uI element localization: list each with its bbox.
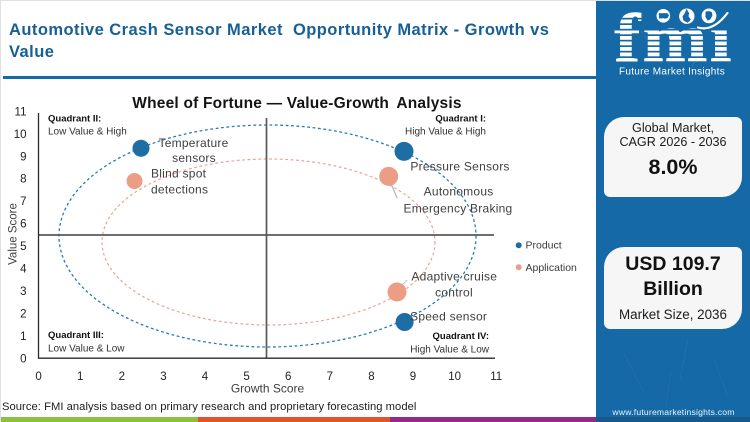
svg-text:Low Value & High: Low Value & High xyxy=(48,127,127,138)
svg-text:2: 2 xyxy=(119,371,125,383)
svg-text:5: 5 xyxy=(20,241,26,253)
svg-text:8: 8 xyxy=(368,371,374,383)
svg-text:High Value & High: High Value & High xyxy=(405,127,486,138)
svg-text:Blind spot: Blind spot xyxy=(151,167,207,181)
svg-text:Application: Application xyxy=(526,262,578,274)
svg-text:1: 1 xyxy=(77,371,83,383)
svg-text:Future Market Insights: Future Market Insights xyxy=(619,67,725,78)
svg-text:9: 9 xyxy=(20,151,26,163)
svg-text:6: 6 xyxy=(285,371,291,383)
svg-text:Value Score: Value Score xyxy=(8,203,20,265)
svg-text:10: 10 xyxy=(14,129,27,141)
svg-text:control: control xyxy=(435,286,473,300)
svg-text:Quadrant I:: Quadrant I: xyxy=(435,114,486,125)
svg-text:11: 11 xyxy=(15,106,27,118)
svg-text:10: 10 xyxy=(448,371,461,383)
svg-text:3: 3 xyxy=(20,286,26,298)
svg-text:0: 0 xyxy=(20,353,26,365)
svg-text:Quadrant IV:: Quadrant IV: xyxy=(433,331,489,342)
svg-text:0: 0 xyxy=(35,371,41,383)
svg-text:Quadrant II:: Quadrant II: xyxy=(48,114,101,125)
svg-text:sensors: sensors xyxy=(172,151,216,165)
svg-text:High Value & Low: High Value & Low xyxy=(410,345,490,356)
svg-text:Pressure Sensors: Pressure Sensors xyxy=(410,160,509,174)
svg-text:Emergency Braking: Emergency Braking xyxy=(404,202,513,216)
svg-text:6: 6 xyxy=(20,219,26,231)
svg-text:5: 5 xyxy=(243,371,249,383)
svg-text:11: 11 xyxy=(490,371,502,383)
svg-text:Product: Product xyxy=(526,240,562,252)
svg-text:4: 4 xyxy=(20,264,27,276)
svg-text:Low Value & Low: Low Value & Low xyxy=(48,344,125,355)
svg-text:Adaptive cruise: Adaptive cruise xyxy=(411,270,497,284)
svg-text:7: 7 xyxy=(327,371,333,383)
svg-text:7: 7 xyxy=(20,196,26,208)
svg-text:2: 2 xyxy=(20,309,26,321)
svg-text:9: 9 xyxy=(410,371,416,383)
svg-text:fmı: fmı xyxy=(614,1,733,76)
svg-text:3: 3 xyxy=(160,371,166,383)
svg-text:1: 1 xyxy=(20,331,26,343)
svg-text:8: 8 xyxy=(20,174,26,186)
svg-text:Temperature: Temperature xyxy=(158,136,228,150)
svg-text:Growth Score: Growth Score xyxy=(231,381,305,395)
svg-text:4: 4 xyxy=(202,371,209,383)
svg-text:Quadrant III:: Quadrant III: xyxy=(48,330,104,341)
svg-text:Autonomous: Autonomous xyxy=(424,185,494,199)
svg-text:detections: detections xyxy=(151,183,208,197)
svg-text:Wheel of Fortune — Value-Growt: Wheel of Fortune — Value-Growth Analysis xyxy=(132,95,461,112)
svg-text:Speed sensor: Speed sensor xyxy=(410,310,487,324)
